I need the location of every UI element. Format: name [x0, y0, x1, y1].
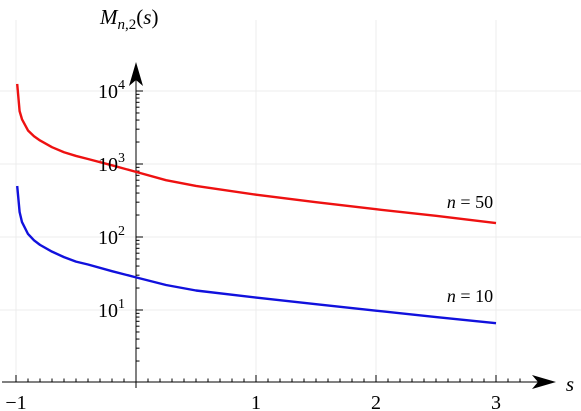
labels: −1 1 2 3 101 102 103 104 s Mn,2(s) n = 50 n = 10	[5, 5, 574, 411]
x-tick-label: 2	[371, 392, 381, 411]
x-axis-arrow	[532, 375, 556, 389]
y-tick-label: 103	[98, 151, 125, 176]
series-label: n = 10	[447, 286, 493, 306]
series-lines	[16, 83, 497, 325]
x-tick-label: 3	[491, 392, 501, 411]
series-label: n = 50	[447, 192, 493, 212]
series-line	[16, 185, 497, 325]
y-tick-label: 101	[98, 297, 125, 322]
x-axis-title: s	[566, 372, 574, 396]
series-line	[16, 83, 497, 225]
x-tick-label: −1	[5, 392, 26, 411]
y-axis-arrow	[129, 62, 143, 86]
y-axis-title: Mn,2(s)	[99, 5, 158, 33]
y-tick-label: 104	[98, 78, 125, 103]
grid-lines	[0, 20, 581, 382]
y-tick-label: 102	[98, 224, 125, 249]
x-tick-label: 1	[251, 392, 261, 411]
axes	[2, 62, 556, 389]
